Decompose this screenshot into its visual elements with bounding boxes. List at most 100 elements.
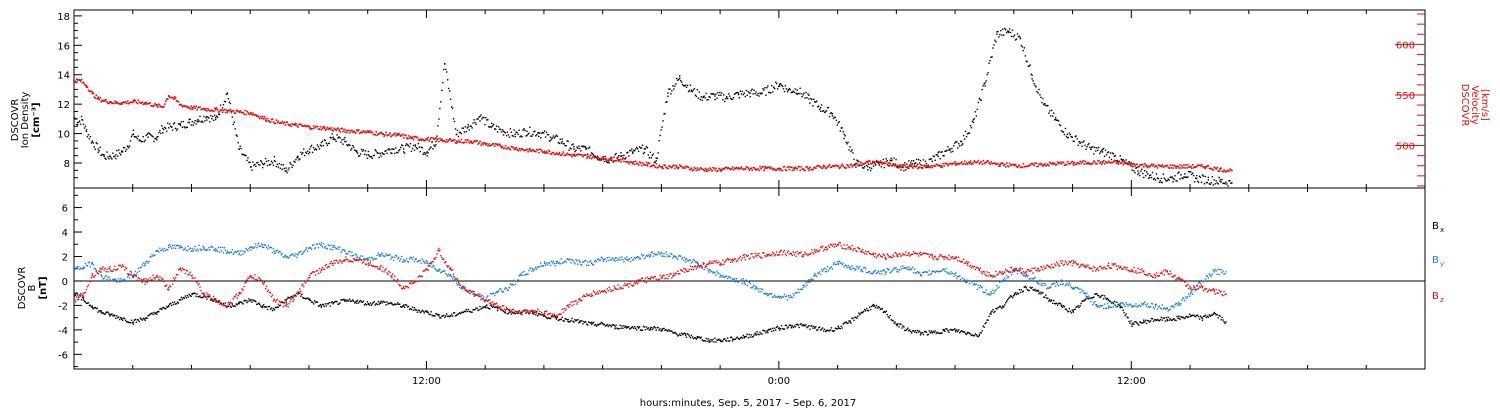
by-point — [540, 265, 543, 267]
velocity-point — [383, 135, 385, 137]
bx-point — [749, 336, 751, 338]
density-point — [315, 148, 318, 151]
by-point — [747, 280, 749, 282]
density-point — [709, 96, 711, 99]
density-point — [114, 155, 116, 158]
bx-point — [198, 296, 200, 298]
density-point — [360, 148, 363, 151]
density-point — [345, 140, 347, 143]
bx-point — [968, 332, 971, 334]
by-point — [720, 274, 722, 276]
density-point — [461, 127, 464, 129]
bx-point — [990, 313, 992, 315]
velocity-point — [913, 165, 916, 168]
by-point — [870, 272, 873, 275]
velocity-point — [906, 166, 908, 169]
bx-point — [259, 303, 261, 306]
density-point — [1212, 184, 1214, 186]
velocity-point — [655, 162, 658, 165]
bx-point — [386, 301, 388, 303]
velocity-point — [1073, 161, 1076, 164]
velocity-point — [740, 166, 743, 169]
bx-point — [291, 295, 293, 298]
bx-point — [423, 312, 425, 314]
velocity-point — [1146, 166, 1149, 169]
velocity-point — [912, 165, 915, 168]
velocity-point — [1207, 164, 1210, 167]
velocity-point — [155, 103, 157, 106]
velocity-point — [234, 112, 237, 114]
velocity-point — [413, 135, 416, 138]
bx-point — [1192, 314, 1194, 316]
density-point — [954, 142, 956, 144]
bx-point — [637, 326, 640, 328]
bx-point — [556, 316, 559, 319]
bx-point — [708, 341, 710, 344]
bx-point — [213, 298, 216, 300]
density-point — [840, 127, 842, 129]
bx-point — [1157, 319, 1160, 321]
by-point — [447, 273, 450, 275]
by-point — [110, 279, 112, 282]
density-point — [592, 154, 595, 156]
density-point — [334, 138, 336, 141]
bx-point — [402, 305, 405, 307]
by-point — [94, 268, 96, 270]
density-point — [878, 161, 881, 164]
bx-point — [660, 330, 662, 332]
density-point — [1011, 29, 1014, 31]
density-point — [1071, 136, 1073, 138]
bx-point — [1034, 288, 1036, 291]
by-point — [622, 258, 624, 261]
bx-point — [1202, 315, 1205, 318]
by-point — [501, 291, 504, 293]
density-point — [1132, 165, 1134, 168]
velocity-point — [443, 140, 445, 142]
velocity-point — [793, 167, 796, 170]
velocity-point — [969, 161, 972, 164]
by-point — [750, 287, 752, 289]
by-point — [695, 261, 698, 263]
bx-point — [335, 300, 337, 303]
bx-point — [1085, 298, 1087, 300]
bx-point — [1101, 294, 1104, 296]
density-point — [1109, 152, 1112, 154]
density-point — [103, 154, 105, 156]
bx-point — [231, 304, 234, 306]
velocity-point — [661, 165, 663, 168]
by-point — [586, 264, 588, 267]
density-point — [676, 77, 678, 80]
bx-point — [716, 339, 718, 341]
by-point — [772, 296, 774, 299]
bx-point — [409, 307, 412, 310]
velocity-point — [176, 100, 179, 103]
bx-point — [384, 301, 386, 303]
bx-point — [1076, 305, 1078, 308]
density-point — [1093, 153, 1095, 155]
bx-point — [502, 310, 505, 312]
by-point — [638, 258, 641, 260]
velocity-point — [1072, 164, 1075, 166]
velocity-point — [1058, 162, 1061, 164]
velocity-point — [347, 129, 349, 132]
density-point — [696, 88, 699, 91]
density-point — [485, 116, 487, 119]
density-point — [747, 90, 749, 93]
by-point — [898, 269, 900, 271]
velocity-point — [689, 168, 692, 171]
by-point — [617, 257, 619, 260]
by-point — [326, 248, 328, 250]
by-point — [334, 246, 336, 249]
bx-point — [857, 315, 859, 317]
density-point — [214, 118, 217, 121]
velocity-point — [254, 113, 256, 116]
by-point — [864, 266, 866, 269]
velocity-point — [180, 104, 183, 106]
bx-point — [914, 329, 917, 332]
density-point — [838, 121, 840, 123]
bx-point — [318, 305, 321, 307]
velocity-point — [822, 164, 825, 167]
density-point — [494, 128, 497, 131]
density-point — [946, 149, 948, 152]
bx-point — [368, 304, 371, 306]
